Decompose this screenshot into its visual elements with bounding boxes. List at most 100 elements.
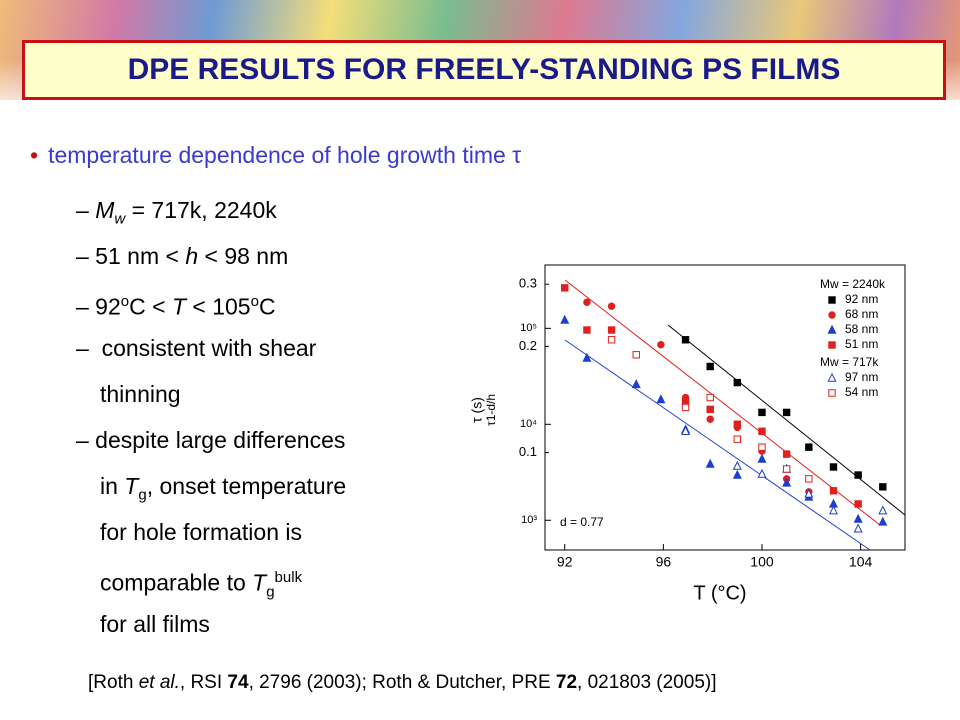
point bbox=[561, 284, 569, 292]
y2-tick-label: 0.1 bbox=[519, 444, 537, 459]
t: T bbox=[252, 569, 267, 596]
point bbox=[782, 408, 791, 417]
point bbox=[733, 420, 742, 428]
t: , RSI bbox=[179, 672, 228, 693]
y2-tick-label: 0.2 bbox=[519, 338, 537, 353]
t: – 92 bbox=[76, 293, 121, 320]
point bbox=[681, 403, 690, 412]
point bbox=[732, 460, 742, 470]
citation: [Roth et al., RSI 74, 2796 (2003); Roth … bbox=[88, 672, 717, 694]
item: for all films bbox=[76, 606, 346, 652]
x-tick-label: 104 bbox=[849, 554, 873, 570]
point bbox=[805, 443, 813, 451]
t: o bbox=[120, 293, 130, 310]
point bbox=[583, 326, 591, 334]
legend-marker bbox=[828, 311, 836, 319]
fit-line bbox=[667, 324, 906, 516]
t: o bbox=[250, 293, 259, 310]
item: – 51 nm < h < 98 nm bbox=[76, 238, 346, 284]
point bbox=[582, 352, 592, 362]
y-axis-label: τ (s) bbox=[469, 397, 485, 423]
t: thinning bbox=[100, 381, 181, 407]
point bbox=[656, 394, 666, 404]
point bbox=[757, 453, 767, 463]
point bbox=[828, 505, 839, 515]
point bbox=[878, 505, 888, 515]
legend-marker bbox=[828, 389, 836, 397]
bullet: • temperature dependence of hole growth t… bbox=[30, 142, 522, 168]
legend-marker bbox=[827, 372, 837, 382]
item: thinning bbox=[76, 376, 346, 422]
point bbox=[829, 463, 838, 471]
t: g bbox=[138, 486, 147, 504]
point bbox=[782, 450, 791, 458]
point bbox=[733, 378, 742, 387]
item: comparable to Tgbulk bbox=[76, 560, 346, 606]
t: g bbox=[266, 583, 275, 601]
item: for hole formation is bbox=[76, 514, 346, 560]
point bbox=[758, 427, 766, 435]
t: 74 bbox=[227, 672, 249, 693]
y2-tick-label: 0.3 bbox=[519, 276, 537, 291]
point bbox=[706, 405, 714, 414]
point bbox=[758, 443, 766, 451]
point bbox=[853, 513, 863, 523]
fit-line bbox=[564, 339, 871, 551]
y-tick-label: 10⁴ bbox=[520, 418, 537, 430]
item: in Tg, onset temperature bbox=[76, 468, 346, 514]
point bbox=[681, 397, 690, 406]
t: bulk bbox=[274, 569, 303, 586]
y-tick-label: 10³ bbox=[521, 514, 537, 526]
legend-label: 51 nm bbox=[845, 337, 878, 351]
point bbox=[854, 471, 862, 479]
point bbox=[733, 435, 742, 443]
t: comparable to bbox=[100, 569, 253, 596]
t: for all films bbox=[100, 611, 210, 637]
y2-axis-label: τ1-d/h bbox=[484, 394, 498, 426]
point bbox=[829, 487, 838, 495]
point bbox=[782, 465, 791, 473]
point bbox=[631, 379, 641, 389]
point bbox=[804, 488, 814, 498]
t: < 105 bbox=[186, 293, 251, 320]
point bbox=[583, 298, 591, 306]
point bbox=[878, 516, 888, 526]
item: – despite large differences bbox=[76, 422, 346, 468]
t: – bbox=[76, 197, 96, 223]
point bbox=[706, 415, 714, 423]
point bbox=[758, 408, 766, 417]
t: h bbox=[185, 243, 199, 269]
t: = 717k, 2240k bbox=[125, 197, 277, 223]
point bbox=[853, 523, 863, 533]
t: for hole formation is bbox=[100, 519, 302, 545]
point bbox=[632, 351, 640, 359]
point bbox=[854, 500, 862, 508]
point bbox=[607, 326, 616, 334]
fit-line bbox=[564, 279, 881, 526]
t: , 2796 (2003); Roth & Dutcher, PRE bbox=[248, 672, 556, 693]
slide-title: DPE RESULTS FOR FREELY-STANDING PS FILMS bbox=[22, 40, 946, 100]
item: – consistent with shear bbox=[76, 330, 346, 376]
point bbox=[607, 302, 616, 310]
t: C < bbox=[129, 293, 172, 320]
t: , onset temperature bbox=[146, 473, 347, 499]
sub-items: – Mw = 717k, 2240k – 51 nm < h < 98 nm –… bbox=[76, 192, 346, 652]
point bbox=[560, 314, 570, 324]
t: < 98 nm bbox=[198, 243, 289, 269]
point bbox=[681, 336, 690, 344]
item: – 92oC < T < 105oC bbox=[76, 284, 346, 330]
point bbox=[681, 425, 691, 435]
point bbox=[607, 336, 616, 344]
t: in bbox=[100, 473, 125, 499]
t: – 51 nm < bbox=[76, 243, 186, 269]
point bbox=[757, 468, 767, 478]
point bbox=[782, 477, 792, 487]
x-tick-label: 100 bbox=[750, 554, 774, 570]
t: – consistent with shear bbox=[76, 335, 317, 361]
x-tick-label: 96 bbox=[656, 554, 672, 570]
point bbox=[805, 475, 813, 483]
point bbox=[732, 469, 742, 479]
legend-group: Mw = 717k bbox=[820, 355, 879, 369]
